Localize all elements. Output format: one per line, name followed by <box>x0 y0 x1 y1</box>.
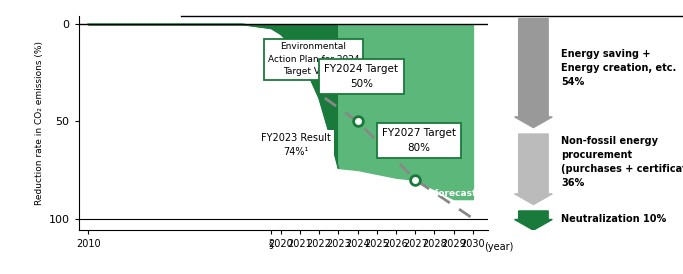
Text: Neutralization 10%: Neutralization 10% <box>561 215 667 224</box>
Text: FY2027 Target
80%: FY2027 Target 80% <box>382 129 456 153</box>
FancyArrow shape <box>514 211 553 230</box>
Text: Energy saving +
Energy creation, etc.
54%: Energy saving + Energy creation, etc. 54… <box>561 49 677 87</box>
Text: Environmental
Action Plan for 2024
Target Values: Environmental Action Plan for 2024 Targe… <box>268 42 359 76</box>
Text: (year): (year) <box>484 242 514 252</box>
Y-axis label: Reduction rate in CO₂ emissions (%): Reduction rate in CO₂ emissions (%) <box>36 41 44 205</box>
Text: Non-fossil energy
procurement
(purchases + certificates)
36%: Non-fossil energy procurement (purchases… <box>561 136 683 188</box>
Text: FY2023 Result
74%¹: FY2023 Result 74%¹ <box>261 133 331 157</box>
FancyArrow shape <box>514 134 553 204</box>
Text: FY2024 Target
50%: FY2024 Target 50% <box>324 64 398 89</box>
FancyArrow shape <box>514 19 553 128</box>
Text: Residual emissions forecast: Residual emissions forecast <box>335 189 477 198</box>
Text: Residual emissions: Residual emissions <box>203 181 301 190</box>
